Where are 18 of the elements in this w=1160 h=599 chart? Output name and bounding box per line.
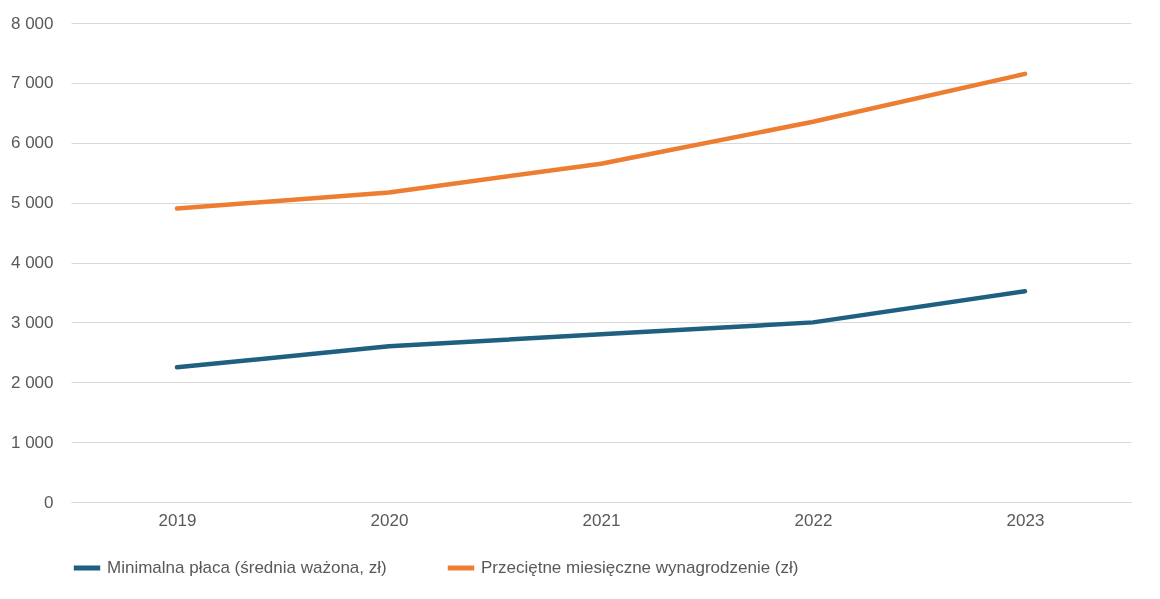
y-tick-label: 1 000 [10,432,54,452]
y-tick-label: 8 000 [10,13,54,33]
y-tick-label: 7 000 [10,73,54,93]
legend-label: Minimalna płaca (średnia ważona, zł) [107,558,387,577]
x-tick-label: 2019 [158,510,197,530]
y-tick-label: 4 000 [10,253,54,272]
x-tick-label: 2021 [582,510,621,530]
x-tick-label: 2020 [370,510,409,530]
line-series [174,288,1028,370]
y-tick-label: 3 000 [10,312,54,332]
y-tick-label: 5 000 [10,193,54,213]
y-tick-label: 0 [44,492,54,512]
y-tick-label: 6 000 [10,133,54,153]
x-tick-label: 2022 [794,510,833,530]
line-series [174,71,1028,211]
y-tick-label: 2 000 [10,372,54,392]
legend-label: Przeciętne miesięczne wynagrodzenie (zł) [481,558,799,577]
x-tick-label: 2023 [1006,510,1045,530]
